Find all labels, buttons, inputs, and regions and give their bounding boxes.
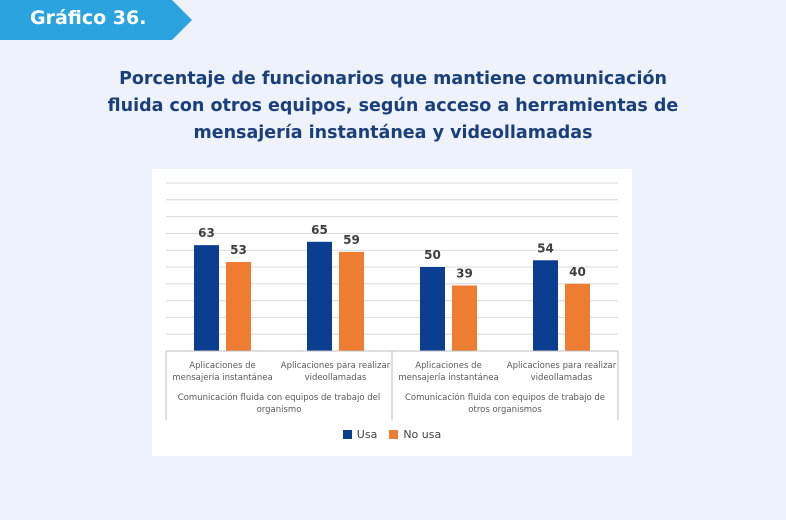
group-label: otros organismos: [468, 405, 542, 415]
category-label: mensajería instantánea: [172, 373, 272, 383]
category-label: videollamadas: [531, 373, 593, 383]
data-label: 50: [424, 248, 441, 262]
chart-title-line: Porcentaje de funcionarios que mantiene …: [119, 69, 667, 89]
bar-no-usa: [565, 283, 590, 351]
bar-usa: [307, 241, 332, 351]
legend-swatch-usa: [342, 430, 352, 439]
group-label: Comunicación fluida con equipos de traba…: [405, 392, 605, 403]
bar-usa: [533, 260, 558, 351]
data-label: 39: [456, 266, 473, 280]
bar-usa: [420, 267, 445, 351]
group-label: organismo: [257, 405, 302, 415]
bar-chart: 63 53 Aplicaciones de mensajería instantáne…: [165, 182, 619, 420]
legend-label-no-usa: No usa: [403, 428, 442, 441]
category-label: Aplicaciones para realizar: [507, 361, 617, 371]
chart-panel: 63 53 Aplicaciones de mensajería instantáne…: [152, 169, 632, 456]
legend-item-usa: Usa: [342, 428, 378, 441]
category-label: Aplicaciones de: [415, 361, 481, 371]
data-label: 59: [343, 233, 360, 247]
chart-title-line: mensajería instantánea y videollamadas: [193, 123, 593, 143]
chart-title-line: fluida con otros equipos, según acceso a…: [107, 96, 679, 116]
badge-label: Gráfico 36.: [30, 7, 147, 29]
bar-no-usa: [226, 261, 251, 351]
chart-number-badge: Gráfico 36.: [0, 0, 192, 40]
group-label: Comunicación fluida con equipos de traba…: [178, 392, 380, 403]
bar-no-usa: [339, 251, 364, 351]
legend-label-usa: Usa: [356, 428, 378, 441]
data-label: 40: [569, 265, 586, 279]
bar-no-usa: [452, 285, 477, 351]
bar-usa: [194, 245, 219, 351]
data-label: 65: [311, 223, 328, 237]
category-label: videollamadas: [305, 373, 367, 383]
chart-legend: Usa No usa: [152, 428, 632, 441]
chart-title: Porcentaje de funcionarios que mantiene …: [60, 66, 726, 147]
data-label: 53: [230, 243, 247, 257]
category-label: mensajería instantánea: [398, 373, 498, 383]
category-label: Aplicaciones de: [189, 361, 255, 371]
data-label: 54: [537, 241, 554, 255]
category-label: Aplicaciones para realizar: [281, 361, 391, 371]
legend-item-no-usa: No usa: [389, 428, 441, 441]
data-label: 63: [198, 226, 215, 240]
badge-arrow-shape: [0, 0, 192, 40]
legend-swatch-no-usa: [389, 430, 399, 439]
